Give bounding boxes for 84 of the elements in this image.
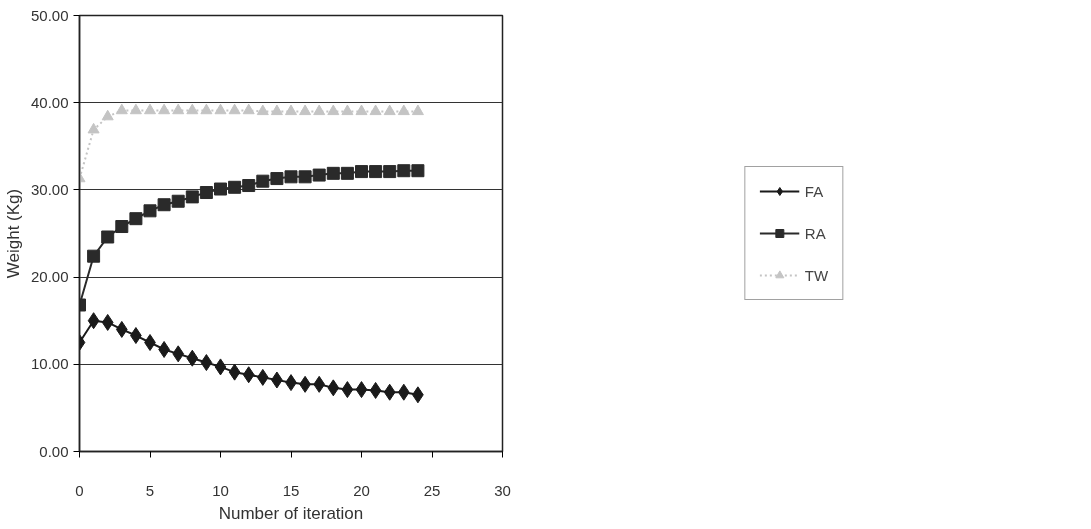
point bbox=[144, 103, 156, 115]
point bbox=[341, 104, 354, 116]
point bbox=[341, 381, 354, 399]
point bbox=[383, 383, 396, 401]
point bbox=[299, 104, 312, 116]
point bbox=[101, 109, 114, 121]
point bbox=[172, 103, 185, 115]
point bbox=[228, 180, 242, 194]
point bbox=[200, 103, 213, 115]
point bbox=[383, 165, 397, 179]
point bbox=[270, 104, 283, 116]
x-tick-label: 30 bbox=[494, 481, 511, 499]
point bbox=[411, 104, 424, 116]
point bbox=[171, 194, 185, 208]
point bbox=[285, 104, 297, 116]
y-tick-label: 40.00 bbox=[30, 93, 69, 111]
point bbox=[186, 349, 199, 367]
point bbox=[369, 165, 383, 179]
y-tick-label: 10.00 bbox=[30, 355, 69, 373]
point bbox=[129, 103, 142, 115]
point bbox=[326, 166, 340, 180]
point bbox=[200, 354, 213, 372]
point bbox=[199, 186, 213, 200]
point bbox=[172, 345, 185, 363]
point bbox=[157, 198, 171, 212]
legend-label: RA bbox=[804, 224, 826, 242]
x-tick-label: 25 bbox=[423, 481, 441, 499]
point bbox=[186, 103, 199, 115]
point bbox=[312, 168, 326, 182]
point bbox=[214, 103, 227, 115]
x-tick-label: 10 bbox=[212, 481, 229, 499]
point bbox=[298, 170, 312, 184]
point bbox=[327, 104, 340, 116]
point bbox=[242, 366, 255, 384]
point bbox=[369, 381, 382, 399]
point bbox=[87, 249, 101, 263]
point bbox=[87, 122, 100, 134]
x-axis-title: Number of iteration bbox=[218, 503, 364, 523]
x-tick-label: 0 bbox=[75, 481, 84, 499]
y-tick-label: 20.00 bbox=[30, 268, 69, 286]
point bbox=[185, 190, 199, 204]
point bbox=[397, 164, 411, 178]
point bbox=[355, 165, 368, 179]
x-tick-label: 20 bbox=[353, 481, 370, 499]
point bbox=[270, 172, 284, 186]
point bbox=[355, 381, 368, 399]
point bbox=[411, 164, 425, 178]
x-tick-label: 5 bbox=[145, 481, 155, 499]
x-tick-label: 15 bbox=[282, 481, 300, 499]
point bbox=[313, 375, 326, 393]
point bbox=[256, 104, 269, 116]
y-tick-label: 0.00 bbox=[39, 442, 69, 460]
y-axis-title: Weight (Kg) bbox=[3, 188, 23, 279]
point bbox=[87, 312, 100, 330]
point bbox=[115, 103, 128, 115]
point bbox=[228, 103, 241, 115]
point bbox=[101, 230, 115, 244]
point bbox=[115, 320, 128, 338]
legend-label: FA bbox=[804, 182, 825, 200]
point bbox=[242, 179, 256, 193]
point bbox=[327, 379, 340, 397]
point bbox=[158, 103, 171, 115]
point bbox=[214, 182, 227, 196]
point bbox=[115, 220, 129, 234]
point bbox=[397, 104, 410, 116]
point bbox=[143, 204, 157, 218]
point bbox=[383, 104, 396, 116]
point bbox=[256, 174, 270, 188]
point bbox=[340, 166, 354, 180]
point bbox=[256, 368, 269, 386]
point bbox=[101, 313, 114, 331]
y-tick-label: 30.00 bbox=[30, 180, 69, 198]
point bbox=[242, 103, 255, 115]
point bbox=[214, 358, 227, 376]
point bbox=[284, 170, 298, 184]
point bbox=[397, 383, 410, 401]
y-tick-label: 50.00 bbox=[30, 6, 69, 24]
point bbox=[129, 212, 143, 226]
point bbox=[144, 334, 156, 351]
point bbox=[313, 104, 326, 116]
point bbox=[228, 363, 241, 381]
legend-label: TW bbox=[804, 266, 829, 284]
point bbox=[355, 104, 368, 116]
point bbox=[369, 104, 382, 116]
